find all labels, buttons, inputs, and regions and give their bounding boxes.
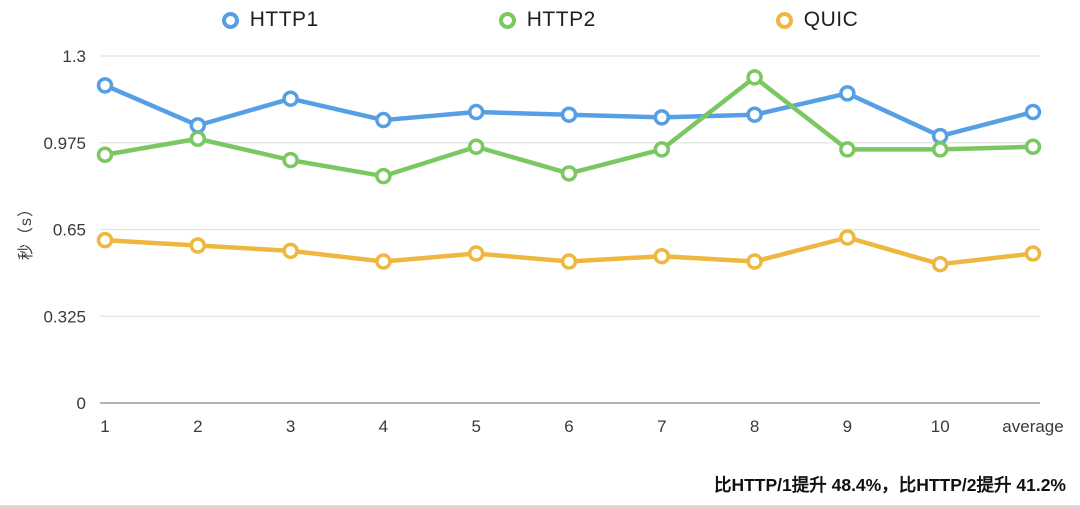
data-point-http1-4 (375, 111, 392, 129)
x-tick-label: 5 (471, 417, 480, 436)
data-point-http2-1 (96, 146, 114, 164)
legend-label-http2: HTTP2 (526, 8, 596, 31)
improvement-summary: 比HTTP/1提升 48.4%，比HTTP/2提升 41.2% (713, 475, 1066, 495)
y-axis-title: 秒（s） (18, 200, 35, 261)
circle-marker-icon (498, 11, 516, 29)
data-point-quic-8 (746, 253, 763, 270)
data-point-http2-9 (839, 141, 856, 158)
data-point-http1-7 (653, 109, 671, 126)
x-tick-label: average (1002, 417, 1063, 436)
data-point-http2-10 (931, 141, 949, 158)
data-point-http2-5 (467, 138, 485, 156)
data-point-quic-5 (467, 245, 485, 262)
data-point-quic-3 (282, 242, 299, 260)
y-tick-label: 1.3 (62, 47, 86, 66)
data-point-quic-4 (375, 253, 392, 270)
data-point-http2-6 (560, 165, 578, 182)
data-point-http1-average (1024, 103, 1042, 121)
y-tick-label: 0.975 (43, 134, 86, 153)
legend-label-http1: HTTP1 (249, 8, 319, 31)
x-tick-label: 6 (564, 417, 573, 436)
data-point-quic-average (1024, 245, 1042, 262)
data-point-http1-5 (467, 103, 485, 121)
data-point-http1-2 (189, 117, 207, 134)
data-point-quic-6 (560, 253, 578, 270)
x-tick-label: 8 (750, 417, 759, 436)
y-tick-label: 0.325 (43, 307, 86, 326)
data-point-http2-3 (282, 151, 299, 169)
x-tick-label: 7 (657, 417, 666, 436)
x-tick-label: 1 (100, 417, 109, 436)
y-tick-label: 0.65 (53, 221, 86, 240)
x-tick-label: 4 (379, 417, 388, 436)
chart-legend: HTTP1 HTTP2 QUIC (0, 4, 1080, 36)
legend-item-quic: QUIC (775, 8, 859, 32)
legend-label-quic: QUIC (803, 8, 859, 31)
data-point-http2-8 (746, 69, 763, 86)
data-point-quic-1 (96, 231, 114, 249)
data-point-http1-6 (560, 106, 578, 123)
data-point-quic-10 (931, 255, 949, 273)
series-line-http2 (102, 75, 1036, 179)
data-point-quic-7 (653, 247, 671, 265)
y-tick-label: 0 (77, 394, 86, 413)
data-point-http1-8 (746, 106, 763, 123)
x-tick-label: 9 (843, 417, 852, 436)
data-point-http2-4 (375, 167, 392, 185)
circle-marker-icon (221, 11, 239, 29)
x-tick-label: 2 (193, 417, 202, 436)
data-point-http2-7 (653, 141, 671, 158)
data-point-quic-2 (189, 237, 207, 254)
x-tick-label: 3 (286, 417, 295, 436)
data-point-http1-1 (96, 77, 114, 94)
data-point-quic-9 (839, 229, 856, 246)
data-point-http2-2 (189, 130, 207, 147)
legend-item-http2: HTTP2 (498, 8, 596, 32)
data-point-http2-average (1024, 138, 1042, 156)
data-point-http1-10 (931, 127, 949, 145)
bottom-divider (0, 505, 1080, 507)
legend-item-http1: HTTP1 (221, 8, 319, 32)
data-point-http1-9 (839, 85, 856, 102)
circle-marker-icon (775, 11, 793, 29)
data-point-http1-3 (282, 90, 299, 107)
x-tick-label: 10 (931, 417, 950, 436)
